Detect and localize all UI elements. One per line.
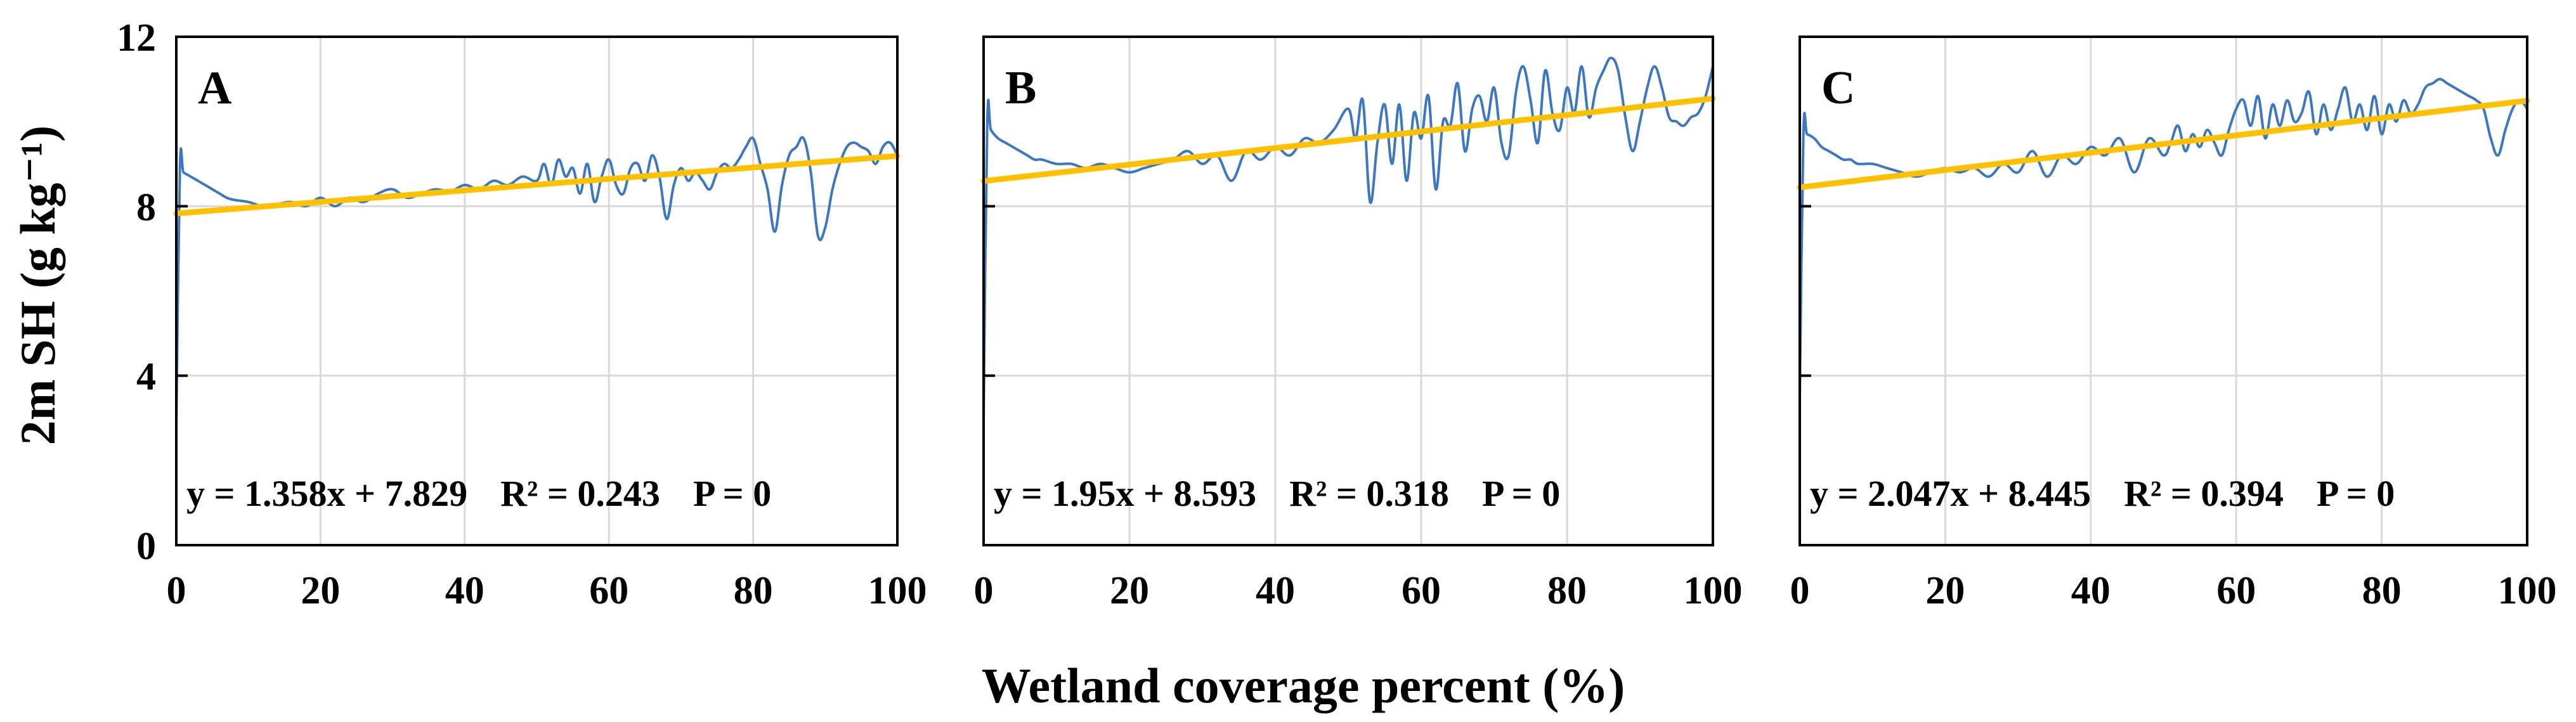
r-squared: R² = 0.243: [500, 473, 660, 514]
sh-series-line-b: [982, 56, 1714, 418]
regression-stats-a: y = 1.358x + 7.829 R² = 0.243 P = 0: [186, 473, 771, 514]
r-squared: R² = 0.394: [2124, 473, 2284, 514]
x-tick-label: 0: [167, 569, 186, 612]
x-tick-label: 20: [1925, 569, 1965, 612]
x-tick-label: 60: [589, 569, 628, 612]
trend-line-b: [980, 95, 1716, 184]
y-tick-label: 8: [136, 186, 156, 229]
x-tick-label: 40: [1256, 569, 1295, 612]
y-tick-label: 4: [136, 356, 156, 399]
regression-equation: y = 2.047x + 8.445: [1810, 473, 2091, 514]
x-axis-title: Wetland coverage percent (%): [982, 658, 1625, 713]
plot-frame-a: [175, 35, 899, 546]
regression-equation: y = 1.95x + 8.593: [994, 473, 1256, 514]
x-tick-label: 100: [2498, 569, 2557, 612]
gridlines-c: [1800, 37, 2527, 545]
x-tick-label: 40: [445, 569, 485, 612]
x-tick-label: 60: [1402, 569, 1441, 612]
x-tick-label: 80: [1547, 569, 1587, 612]
gridlines-b: [984, 37, 1713, 545]
regression-equation: y = 1.358x + 7.829: [186, 473, 467, 514]
p-value: P = 0: [693, 473, 771, 514]
x-tick-label: 80: [2362, 569, 2402, 612]
panel-label-b: B: [1005, 62, 1036, 114]
x-tick-label: 20: [301, 569, 340, 612]
y-axis-title: 2m SH (g kg⁻¹): [10, 126, 65, 445]
x-tick-label: 60: [2216, 569, 2256, 612]
trend-line-c: [1797, 98, 2530, 191]
x-tick-label: 20: [1110, 569, 1149, 612]
x-tick-label: 0: [1790, 569, 1810, 612]
trend-line-a: [173, 153, 901, 217]
p-value: P = 0: [2317, 473, 2395, 514]
x-tick-label: 100: [868, 569, 927, 612]
regression-stats-c: y = 2.047x + 8.445 R² = 0.394 P = 0: [1810, 473, 2395, 514]
panel-label-a: A: [198, 62, 231, 114]
plot-frame-b: [982, 35, 1714, 546]
x-tick-label: 40: [2071, 569, 2111, 612]
panel-label-c: C: [1821, 62, 1855, 114]
sh-series-line-c: [1799, 77, 2528, 397]
regression-stats-b: y = 1.95x + 8.593 R² = 0.318 P = 0: [994, 473, 1560, 514]
panel-a: 0 4 8 12 0 20 40 60 80 100 Ay = 1.358x + 7.829 R² =…: [117, 16, 927, 612]
panel-b: 0 20 40 60 80 100 By = 1.95x + 8.593 R² = 0.318…: [974, 35, 1743, 612]
x-tick-label: 0: [974, 569, 994, 612]
panel-c: 0 20 40 60 80 100 Cy = 2.047x + 8.445 R² = 0.39…: [1790, 35, 2557, 612]
x-tick-label: 100: [1684, 569, 1743, 612]
x-tick-label: 80: [734, 569, 773, 612]
y-tick-label: 12: [117, 16, 156, 60]
r-squared: R² = 0.318: [1289, 473, 1449, 514]
y-tick-label: 0: [136, 525, 156, 568]
plot-frame-c: [1799, 35, 2528, 546]
p-value: P = 0: [1482, 473, 1560, 514]
